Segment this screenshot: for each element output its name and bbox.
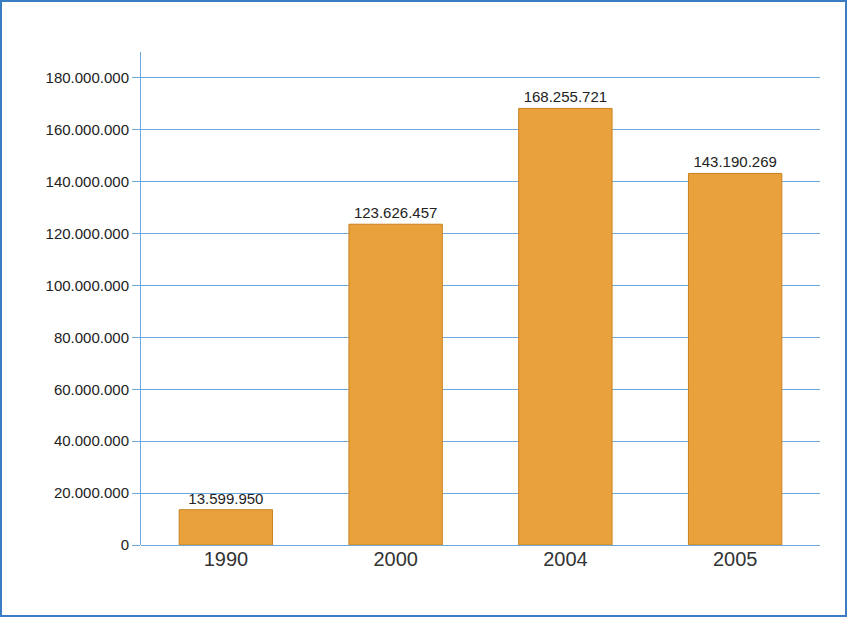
svg-text:60.000.000: 60.000.000 <box>54 381 129 398</box>
svg-text:2000: 2000 <box>373 548 418 570</box>
svg-text:160.000.000: 160.000.000 <box>46 121 129 138</box>
svg-text:2004: 2004 <box>543 548 588 570</box>
svg-text:1990: 1990 <box>204 548 249 570</box>
svg-text:140.000.000: 140.000.000 <box>46 173 129 190</box>
svg-text:120.000.000: 120.000.000 <box>46 225 129 242</box>
svg-text:40.000.000: 40.000.000 <box>54 432 129 449</box>
svg-text:168.255.721: 168.255.721 <box>524 88 607 105</box>
svg-text:0: 0 <box>121 536 129 553</box>
svg-text:143.190.269: 143.190.269 <box>693 153 776 170</box>
svg-text:20.000.000: 20.000.000 <box>54 484 129 501</box>
svg-text:80.000.000: 80.000.000 <box>54 329 129 346</box>
svg-text:180.000.000: 180.000.000 <box>46 69 129 86</box>
svg-text:123.626.457: 123.626.457 <box>354 204 437 221</box>
svg-text:13.599.950: 13.599.950 <box>188 490 263 507</box>
svg-text:2005: 2005 <box>713 548 758 570</box>
svg-text:100.000.000: 100.000.000 <box>46 277 129 294</box>
